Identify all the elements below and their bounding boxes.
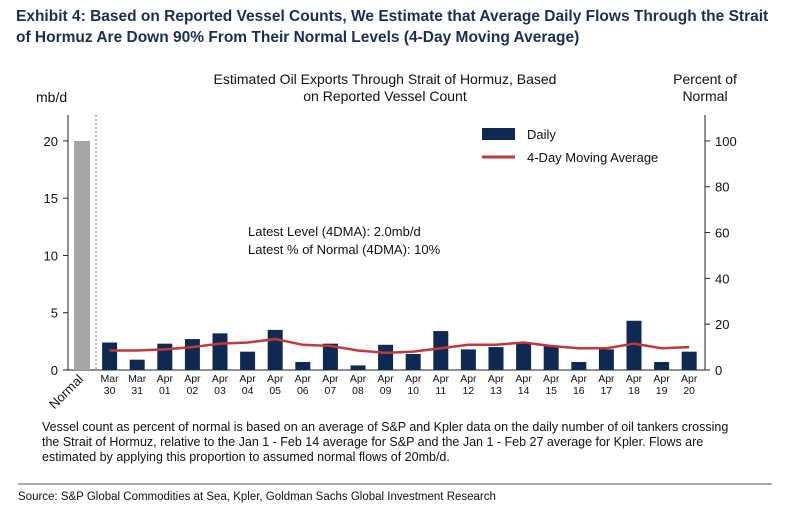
y-tick-label: 10 [44, 248, 58, 263]
x-tick-label: Apr 04 [239, 373, 256, 397]
x-tick-label: Apr 16 [570, 373, 587, 397]
bar [267, 329, 283, 370]
bar [488, 347, 504, 370]
y2-tick-label: 80 [715, 180, 729, 195]
x-tick-label: Apr 14 [515, 373, 532, 397]
y2-tick-label: 40 [715, 271, 729, 286]
y-tick-label: 0 [51, 363, 58, 378]
x-tick-label: Apr 17 [598, 373, 615, 397]
legend-label: 4-Day Moving Average [527, 150, 658, 165]
x-tick-label: Apr 01 [156, 373, 173, 397]
source: Source: S&P Global Commodities at Sea, K… [18, 491, 496, 503]
footnote: Vessel count as percent of normal is bas… [42, 420, 729, 464]
x-tick-label: Apr 12 [460, 373, 477, 397]
x-tick-label: Apr 08 [349, 373, 367, 397]
line [109, 337, 690, 355]
bar [322, 343, 338, 370]
x-tick-label: Apr 06 [294, 373, 311, 397]
x-tick-label: Apr 05 [267, 373, 284, 397]
bar [681, 351, 697, 370]
bar [598, 349, 614, 370]
bar [654, 361, 670, 370]
y2-tick-label: 0 [715, 363, 722, 378]
bar [212, 333, 228, 370]
x-tick-label: Apr 15 [543, 373, 560, 397]
x-tick-label: Apr 03 [211, 373, 229, 397]
y-axis-label: mb/d [36, 89, 68, 105]
legend-swatch [482, 128, 515, 140]
x-tick-label: Apr 07 [322, 373, 339, 397]
bar [460, 349, 476, 370]
bar [626, 320, 642, 370]
x-tick-label: Mar 31 [128, 373, 147, 397]
y2-tick-label: 60 [715, 226, 729, 241]
bar [157, 343, 173, 370]
x-tick-label: Apr 09 [377, 373, 394, 397]
bar [74, 140, 90, 370]
bar [516, 342, 532, 370]
x-tick-label: Apr 11 [432, 373, 449, 397]
x-tick-label: Apr 19 [653, 373, 670, 397]
bar [433, 331, 449, 370]
annotation: Latest Level (4DMA): 2.0mb/d [248, 224, 421, 239]
x-tick-label: Mar 30 [100, 373, 119, 397]
bar [295, 361, 311, 370]
bar [129, 359, 145, 370]
bar [571, 361, 587, 370]
bar [184, 339, 200, 370]
y-tick-label: 20 [44, 134, 58, 149]
heading: Exhibit 4: Based on Reported Vessel Coun… [16, 8, 769, 46]
bar [350, 365, 366, 370]
chart-title: Estimated Oil Exports Through Strait of … [213, 71, 557, 104]
x-tick-label: Apr 02 [184, 373, 201, 397]
bar [102, 342, 118, 370]
y2-tick-label: 100 [715, 134, 737, 149]
bar [543, 345, 559, 370]
legend-label: Daily [527, 127, 556, 142]
bar [378, 344, 394, 370]
x-tick-label: Apr 10 [405, 373, 422, 397]
x-tick-label: Apr 18 [625, 373, 643, 397]
x-tick-label: Apr 20 [681, 373, 698, 397]
y2-axis-label: Percent of Normal [673, 71, 737, 104]
y-tick-label: 5 [51, 306, 58, 321]
bar [405, 353, 421, 370]
y2-tick-label: 20 [715, 317, 729, 332]
annotation: Latest % of Normal (4DMA): 10% [248, 242, 441, 257]
x-tick-label: Apr 13 [487, 373, 505, 397]
bar [240, 351, 256, 370]
y-tick-label: 15 [44, 191, 58, 206]
